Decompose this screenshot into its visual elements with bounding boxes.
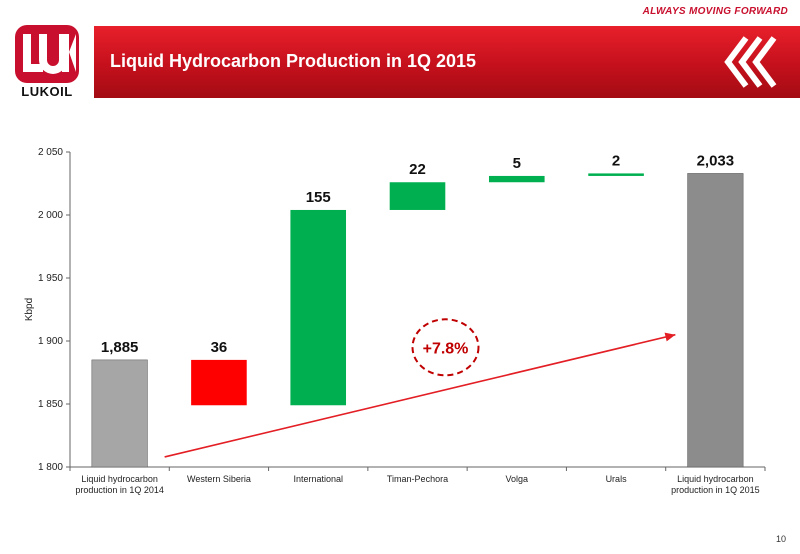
data-label: 1,885 [101,339,139,356]
x-tick-label: Liquid hydrocarbon [677,474,754,484]
bar [290,209,347,406]
annotation-label: +7.8% [423,340,469,357]
page-number: 10 [775,534,786,544]
y-tick-label: 1 950 [38,273,63,284]
bar [91,359,148,468]
x-tick-label: production in 1Q 2014 [75,485,164,495]
x-tick-label: Urals [606,474,628,484]
data-label: 36 [211,339,228,356]
lukoil-logo [15,25,79,83]
growth-arrowhead [664,332,676,342]
bar [389,182,446,210]
x-tick-label: International [293,474,343,484]
data-label: 2 [612,152,620,169]
data-label: 2,033 [697,152,735,169]
bar [588,173,644,176]
logo-text: LUKOIL [21,84,73,99]
y-tick-label: 1 800 [38,462,63,473]
growth-arrow [164,333,676,458]
bar [488,175,545,183]
data-label: 5 [513,155,521,172]
annotation-circle [411,318,480,377]
data-label: 155 [306,189,331,206]
y-tick-label: 2 050 [38,147,63,158]
page-title: Liquid Hydrocarbon Production in 1Q 2015 [110,51,477,71]
x-tick-label: Volga [506,474,529,484]
bar [687,173,744,468]
y-tick-label: 1 850 [38,399,63,410]
bar [191,359,247,406]
y-tick-label: 1 900 [38,336,63,347]
x-tick-label: production in 1Q 2015 [671,485,760,495]
x-tick-label: Western Siberia [187,474,251,484]
y-axis-label: Kbpd [24,298,35,321]
x-tick-label: Liquid hydrocarbon [81,474,158,484]
x-tick-label: Timan-Pechora [387,474,448,484]
title-banner: Liquid Hydrocarbon Production in 1Q 2015 [94,26,800,98]
y-tick-label: 2 000 [38,210,63,221]
data-label: 22 [409,161,426,178]
tagline: ALWAYS MOVING FORWARD [642,6,788,17]
chevrons-icon [724,36,777,88]
